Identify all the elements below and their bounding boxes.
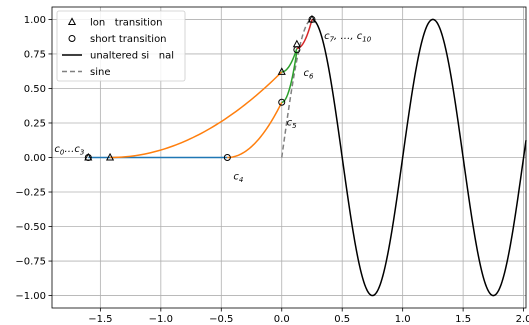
y-tick-label: 0.50 xyxy=(24,84,46,95)
series-line-1 xyxy=(311,18,527,297)
x-tick-label: 1.0 xyxy=(395,314,411,325)
annotation-part: 6 xyxy=(309,73,314,81)
annotation-part: 4 xyxy=(239,176,243,184)
annotation-part: c xyxy=(287,118,293,129)
annotation-label: c6 xyxy=(304,68,315,81)
y-tick-label: −0.50 xyxy=(15,222,46,233)
y-tick-label: 0.75 xyxy=(24,49,46,60)
series-line-0 xyxy=(280,18,312,158)
annotation-label: c7, …, c10 xyxy=(324,31,372,44)
legend: lon transition short transition unaltered … xyxy=(56,10,186,82)
annotation-part: 0 xyxy=(60,148,65,156)
annotation-part: c xyxy=(233,172,239,183)
x-tick-label: 0.0 xyxy=(274,314,290,325)
legend-box xyxy=(56,10,186,82)
annotation-label: c0…c3 xyxy=(54,144,84,157)
legend-label: sine xyxy=(90,67,110,78)
circle-marker xyxy=(308,15,316,23)
annotation-part: … xyxy=(64,144,74,155)
circle-marker xyxy=(223,154,231,161)
circle-marker xyxy=(278,98,286,106)
y-tick-label: −0.75 xyxy=(15,257,46,268)
y-tick-label: 0.00 xyxy=(24,153,46,164)
x-tick-label: 0.5 xyxy=(334,314,350,325)
circle-marker xyxy=(84,154,92,161)
series-line-5 xyxy=(281,48,298,73)
annotation-part: c xyxy=(357,31,363,42)
annotation-part: 3 xyxy=(80,148,84,156)
triangle-marker xyxy=(105,152,115,161)
y-tick-label: −1.00 xyxy=(15,291,46,302)
x-tick-label: −1.5 xyxy=(88,314,112,325)
x-tick-label: 2.0 xyxy=(516,314,529,325)
triangle-marker xyxy=(277,67,286,75)
annotation-part: 10 xyxy=(362,35,371,43)
legend-label: short transition xyxy=(90,34,167,45)
x-tick-label: 1.5 xyxy=(455,314,471,325)
x-tick-label: −0.5 xyxy=(209,314,233,325)
annotation-label: c5 xyxy=(287,118,298,131)
y-tick-label: 0.25 xyxy=(24,118,46,129)
annotation-part: c xyxy=(54,144,60,155)
legend-triangle-symbol xyxy=(67,17,77,26)
triangle-marker xyxy=(292,39,301,48)
legend-label: lon transition xyxy=(90,18,162,29)
annotation-part: c xyxy=(304,68,310,79)
legend-label: unaltered si nal xyxy=(90,51,174,62)
y-tick-label: −0.25 xyxy=(15,188,46,199)
annotation-label: c4 xyxy=(233,172,243,185)
circle-marker xyxy=(293,46,301,54)
annotation-part: 5 xyxy=(292,122,297,130)
series-line-4 xyxy=(227,101,283,159)
annotation-part: c xyxy=(74,144,80,155)
axis-ticks: −1.5 −1.0 −0.5 0.0 0.5 1.0 1.5 2.0 −1.00 −0.75 −0.… xyxy=(15,15,529,325)
y-tick-label: 1.00 xyxy=(24,15,46,26)
data-markers xyxy=(84,14,317,161)
legend-circle-symbol xyxy=(68,35,76,42)
annotation-part: , …, xyxy=(334,31,357,42)
annotation-part: c xyxy=(324,31,330,42)
series-line-6 xyxy=(281,51,298,104)
x-tick-label: −1.0 xyxy=(149,314,173,325)
series-line-3 xyxy=(110,71,283,159)
annotation-part: 7 xyxy=(330,35,335,43)
